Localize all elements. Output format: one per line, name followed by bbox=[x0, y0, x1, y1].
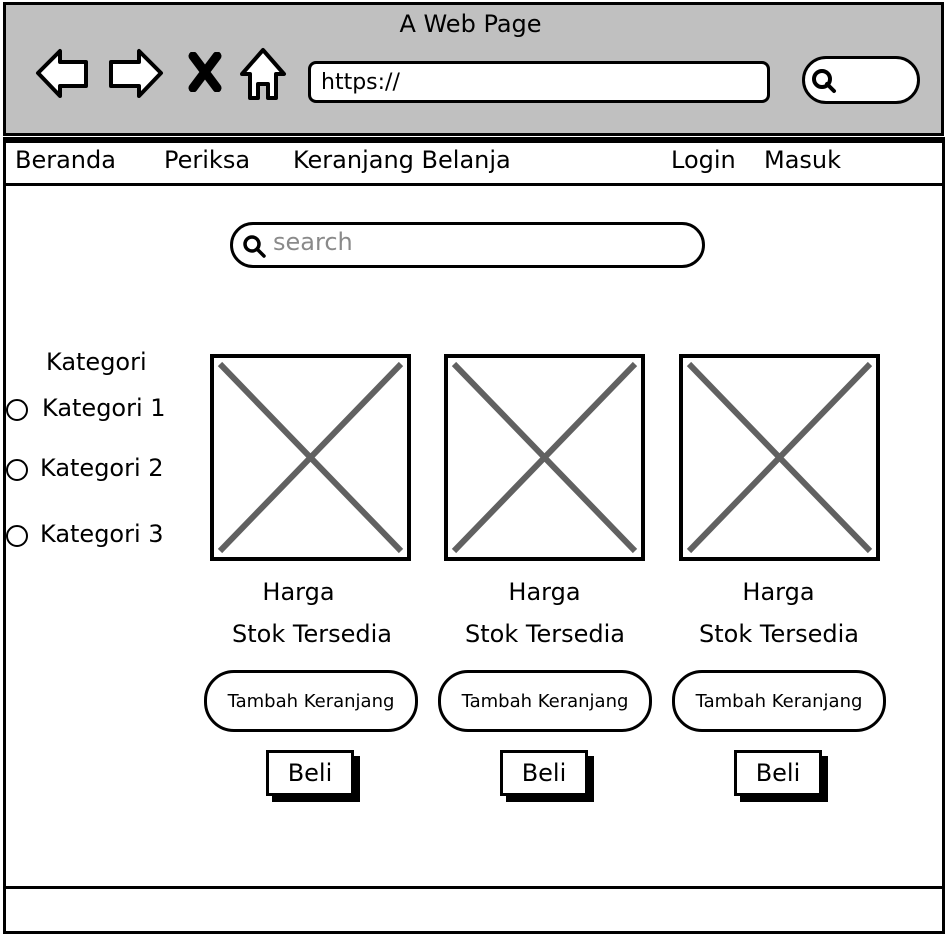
image-placeholder-icon bbox=[451, 361, 638, 554]
address-bar[interactable]: https:// bbox=[308, 61, 770, 103]
product-image-placeholder[interactable] bbox=[210, 354, 411, 561]
add-to-cart-button[interactable]: Tambah Keranjang bbox=[672, 670, 886, 732]
category-label-1[interactable]: Kategori 1 bbox=[42, 394, 166, 422]
menu-item-keranjang-belanja[interactable]: Keranjang Belanja bbox=[293, 146, 511, 174]
window-title: A Web Page bbox=[399, 10, 542, 38]
category-radio-1[interactable] bbox=[6, 399, 28, 421]
category-radio-2[interactable] bbox=[6, 459, 28, 481]
category-label-3[interactable]: Kategori 3 bbox=[40, 520, 164, 548]
search-icon bbox=[243, 235, 266, 258]
product-stock-label: Stok Tersedia bbox=[232, 620, 392, 648]
category-label-2[interactable]: Kategori 2 bbox=[40, 454, 164, 482]
product-image-placeholder[interactable] bbox=[679, 354, 880, 561]
menu-item-beranda[interactable]: Beranda bbox=[15, 146, 116, 174]
product-stock-label: Stok Tersedia bbox=[699, 620, 859, 648]
product-price-label: Harga bbox=[742, 578, 815, 606]
product-stock-label: Stok Tersedia bbox=[465, 620, 625, 648]
footer-divider bbox=[3, 886, 945, 889]
product-price-label: Harga bbox=[508, 578, 581, 606]
buy-button[interactable]: Beli bbox=[266, 750, 354, 796]
category-radio-3[interactable] bbox=[6, 525, 28, 547]
search-placeholder: search bbox=[273, 228, 353, 256]
product-image-placeholder[interactable] bbox=[444, 354, 645, 561]
add-to-cart-button[interactable]: Tambah Keranjang bbox=[438, 670, 652, 732]
login-link[interactable]: Login bbox=[671, 146, 736, 174]
search-input[interactable] bbox=[230, 222, 705, 268]
image-placeholder-icon bbox=[686, 361, 873, 554]
buy-button[interactable]: Beli bbox=[500, 750, 588, 796]
search-icon bbox=[812, 69, 836, 93]
masuk-link[interactable]: Masuk bbox=[764, 146, 842, 174]
browser-search-field[interactable] bbox=[802, 56, 920, 104]
menu-bar bbox=[3, 140, 945, 186]
menu-item-periksa[interactable]: Periksa bbox=[164, 146, 251, 174]
home-icon[interactable] bbox=[238, 46, 288, 102]
back-icon[interactable] bbox=[34, 46, 90, 100]
category-title: Kategori bbox=[46, 348, 147, 376]
buy-button[interactable]: Beli bbox=[734, 750, 822, 796]
add-to-cart-button[interactable]: Tambah Keranjang bbox=[204, 670, 418, 732]
forward-icon[interactable] bbox=[107, 46, 165, 100]
image-placeholder-icon bbox=[217, 361, 404, 554]
product-price-label: Harga bbox=[262, 578, 335, 606]
stop-icon[interactable] bbox=[187, 52, 223, 92]
